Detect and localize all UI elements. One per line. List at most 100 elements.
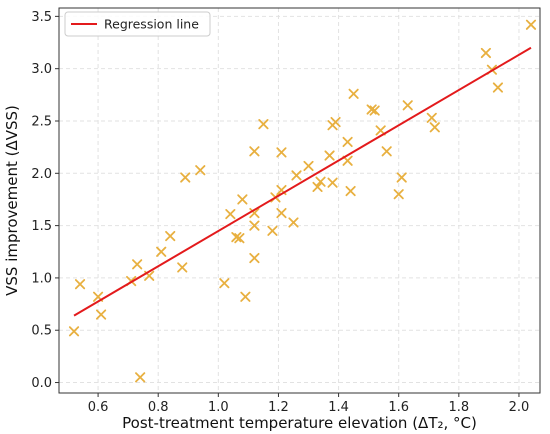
- data-point-stroke: [276, 184, 287, 196]
- data-point-marker: [327, 177, 338, 188]
- x-tick-label: 0.6: [88, 400, 109, 415]
- y-tick-label: 3.5: [31, 10, 52, 25]
- data-point-marker: [249, 252, 260, 264]
- data-point-stroke: [342, 155, 353, 166]
- data-point-marker: [165, 230, 176, 242]
- data-point-marker: [393, 189, 404, 200]
- grid-lines: [59, 8, 540, 393]
- x-tick-label: 1.8: [448, 400, 469, 415]
- data-point-marker: [276, 147, 287, 158]
- y-tick-label: 1.0: [31, 271, 52, 286]
- data-point-stroke: [240, 291, 251, 302]
- data-point-marker: [249, 146, 260, 157]
- data-point-marker: [156, 246, 167, 257]
- legend-entry-regression-line: Regression line: [104, 17, 199, 32]
- data-point-marker: [480, 47, 491, 59]
- data-point-stroke: [303, 160, 314, 172]
- data-point-marker: [219, 278, 230, 289]
- data-point-marker: [525, 19, 537, 30]
- y-tick-label: 1.5: [31, 219, 52, 234]
- data-point-marker: [276, 207, 287, 219]
- x-tick-label: 1.6: [388, 400, 409, 415]
- data-point-marker: [315, 176, 326, 187]
- data-point-stroke: [135, 372, 146, 383]
- data-point-stroke: [327, 177, 338, 188]
- data-point-stroke: [330, 116, 341, 128]
- regression-line: [73, 46, 532, 317]
- x-tick-label: 1.0: [208, 400, 229, 415]
- data-point-stroke: [195, 165, 206, 176]
- data-point-stroke: [402, 100, 413, 111]
- y-tick-label: 0.5: [31, 324, 52, 339]
- data-point-marker: [249, 220, 260, 231]
- y-tick-label: 2.0: [31, 167, 52, 182]
- data-point-marker: [95, 309, 107, 320]
- data-point-stroke: [249, 252, 260, 264]
- data-point-marker: [68, 326, 80, 337]
- data-point-stroke: [144, 270, 155, 281]
- data-point-marker: [177, 262, 188, 273]
- data-point-marker: [74, 279, 86, 290]
- data-point-stroke: [426, 112, 437, 123]
- data-point-stroke: [480, 47, 491, 59]
- x-axis-label: Post-treatment temperature elevation (ΔT…: [122, 414, 477, 432]
- data-point-marker: [180, 172, 191, 183]
- y-tick-label: 2.5: [31, 114, 52, 129]
- data-point-stroke: [180, 172, 191, 183]
- x-tick-label: 0.8: [148, 400, 169, 415]
- data-point-marker: [249, 207, 260, 219]
- data-point-marker: [237, 194, 248, 205]
- data-point-marker: [240, 291, 251, 302]
- data-point-marker: [402, 100, 413, 111]
- data-point-stroke: [525, 19, 537, 30]
- data-point-marker: [195, 165, 206, 176]
- data-point-marker: [303, 160, 314, 172]
- y-tick-label: 3.0: [31, 62, 52, 77]
- data-point-marker: [492, 82, 504, 93]
- legend: Regression line: [64, 11, 211, 37]
- data-point-marker: [330, 116, 341, 128]
- data-point-stroke: [177, 262, 188, 273]
- data-point-stroke: [234, 233, 245, 244]
- data-point-marker: [381, 146, 392, 157]
- x-tick-label: 2.0: [509, 400, 530, 415]
- data-point-marker: [369, 105, 380, 116]
- plot-frame: [58, 7, 541, 394]
- x-tick-label: 1.2: [268, 400, 289, 415]
- data-point-stroke: [315, 176, 326, 187]
- data-point-stroke: [345, 185, 356, 197]
- data-point-stroke: [68, 326, 80, 337]
- data-point-stroke: [95, 309, 107, 320]
- data-point-stroke: [156, 246, 167, 257]
- data-point-stroke: [237, 194, 248, 205]
- data-point-stroke: [312, 181, 323, 192]
- data-point-marker: [324, 150, 335, 161]
- data-point-stroke: [249, 146, 260, 157]
- data-point-marker: [345, 185, 356, 197]
- data-point-stroke: [324, 150, 335, 161]
- data-point-marker: [426, 112, 437, 123]
- data-point-stroke: [369, 105, 380, 116]
- x-axis-ticks: 0.6 0.8 1.0 1.2 1.4 1.6 1.8 2.0: [88, 393, 530, 415]
- data-point-stroke: [249, 207, 260, 219]
- data-point-stroke: [74, 279, 86, 290]
- data-point-stroke: [393, 189, 404, 200]
- regression-line-group: [73, 46, 532, 317]
- data-point-stroke: [492, 82, 504, 93]
- data-point-marker: [342, 136, 353, 148]
- x-tick-label: 1.4: [328, 400, 349, 415]
- scatter-points: [68, 19, 537, 383]
- data-point-marker: [291, 170, 302, 181]
- data-point-marker: [258, 119, 269, 130]
- data-point-stroke: [348, 88, 359, 99]
- y-tick-label: 0.0: [31, 376, 52, 391]
- data-point-stroke: [396, 172, 407, 183]
- data-point-marker: [234, 233, 245, 244]
- data-point-stroke: [276, 207, 287, 219]
- data-point-stroke: [429, 122, 440, 133]
- data-point-stroke: [267, 225, 278, 236]
- y-axis-label: VSS improvement (ΔVSS): [3, 105, 21, 296]
- data-point-marker: [132, 259, 143, 270]
